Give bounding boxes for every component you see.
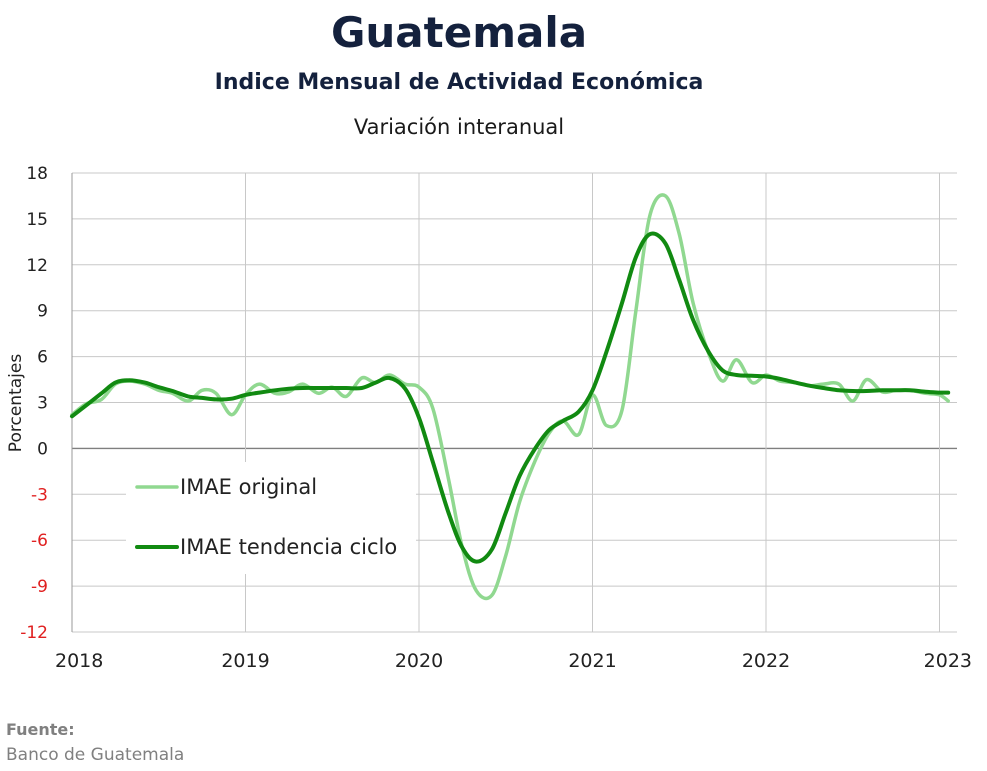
x-tick-label: 2020 [395, 650, 443, 672]
x-tick-label: 2018 [55, 650, 103, 672]
y-tick-label: 9 [37, 302, 48, 322]
y-tick-label: -3 [31, 485, 48, 505]
axes: 18 15 12 9 6 3 0 -3 -6 -9 -12 2018 2019 2020 2021 2022 2… [20, 164, 972, 672]
y-tick-label: 0 [37, 439, 48, 459]
y-tick-label: -12 [20, 623, 48, 643]
y-tick-label: -9 [31, 577, 48, 597]
series-line-imae-tendencia-ciclo [70, 231, 951, 564]
y-tick-label: 15 [26, 210, 48, 230]
legend: IMAE original IMAE tendencia ciclo [126, 462, 416, 574]
chart-subtitle-secondary: Variación interanual [353, 115, 565, 139]
source-value: Banco de Guatemala [6, 745, 185, 765]
x-tick-label: 2019 [221, 650, 269, 672]
legend-label-original: IMAE original [180, 475, 317, 499]
y-tick-label: 18 [26, 164, 48, 184]
chart-subtitle: Indice Mensual de Actividad Económica [214, 70, 704, 95]
x-tick-label: 2023 [924, 650, 972, 672]
y-axis-label: Porcentajes [6, 354, 26, 453]
legend-label-trend: IMAE tendencia ciclo [180, 535, 397, 559]
y-tick-label: 6 [37, 348, 48, 368]
chart-title: Guatemala [330, 8, 588, 57]
legend-background [126, 462, 416, 574]
x-tick-label: 2021 [568, 650, 616, 672]
y-tick-label: -6 [31, 531, 48, 551]
y-tick-label: 3 [37, 394, 48, 414]
x-tick-label: 2022 [742, 650, 790, 672]
source-label: Fuente: [6, 720, 75, 739]
line-chart: 18 15 12 9 6 3 0 -3 -6 -9 -12 2018 2019 2020 2021 2022 2… [6, 164, 972, 672]
series [70, 193, 951, 601]
y-tick-label: 12 [26, 256, 48, 276]
